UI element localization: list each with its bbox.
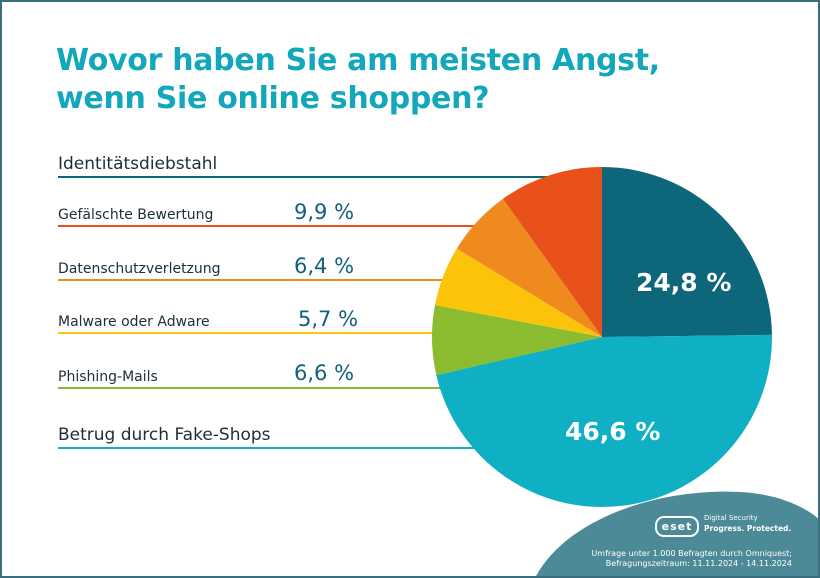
- footnote-line-2: Befragungszeitraum: 11.11.2024 - 14.11.2…: [605, 559, 792, 568]
- value-malware-adware: 5,7 %: [298, 307, 359, 331]
- value-identitaetsdiebstahl: 24,8 %: [636, 268, 732, 297]
- value-datenschutzverletzung: 6,4 %: [294, 254, 355, 278]
- footnote-line-1: Umfrage unter 1.000 Befragten durch Omni…: [591, 549, 792, 558]
- label-malware-adware: Malware oder Adware: [58, 314, 210, 330]
- pie-slice-phishing-mails: [431, 305, 602, 376]
- survey-footnote: Umfrage unter 1.000 Befragten durch Omni…: [591, 549, 792, 569]
- title-line-2: wenn Sie online shoppen?: [56, 81, 490, 116]
- label-datenschutzverletzung: Datenschutzverletzung: [58, 261, 221, 277]
- brand-tagline-2: Progress. Protected.: [704, 524, 792, 533]
- title-line-1: Wovor haben Sie am meisten Angst,: [56, 43, 660, 78]
- pie-slice-gefaelschte-bewertung: [502, 167, 602, 337]
- value-gefaelschte-bewertung: 9,9 %: [294, 200, 355, 224]
- chart-title: Wovor haben Sie am meisten Angst, wenn S…: [56, 42, 696, 118]
- label-identitaetsdiebstahl: Identitätsdiebstahl: [58, 154, 218, 174]
- eset-logo: eset: [655, 516, 699, 537]
- label-gefaelschte-bewertung: Gefälschte Bewertung: [58, 207, 214, 223]
- pie-slice-identitaetsdiebstahl: [602, 167, 772, 337]
- label-betrug-fake-shops: Betrug durch Fake-Shops: [58, 425, 271, 445]
- value-phishing-mails: 6,6 %: [294, 361, 355, 385]
- brand-tagline-1: Digital Security: [704, 514, 758, 522]
- pie-slice-betrug-fake-shops: [436, 334, 773, 508]
- label-phishing-mails: Phishing-Mails: [58, 369, 158, 385]
- pie-slice-datenschutzverletzung: [456, 198, 602, 337]
- pie-slice-malware-adware: [435, 248, 602, 337]
- value-betrug-fake-shops: 46,6 %: [565, 417, 661, 446]
